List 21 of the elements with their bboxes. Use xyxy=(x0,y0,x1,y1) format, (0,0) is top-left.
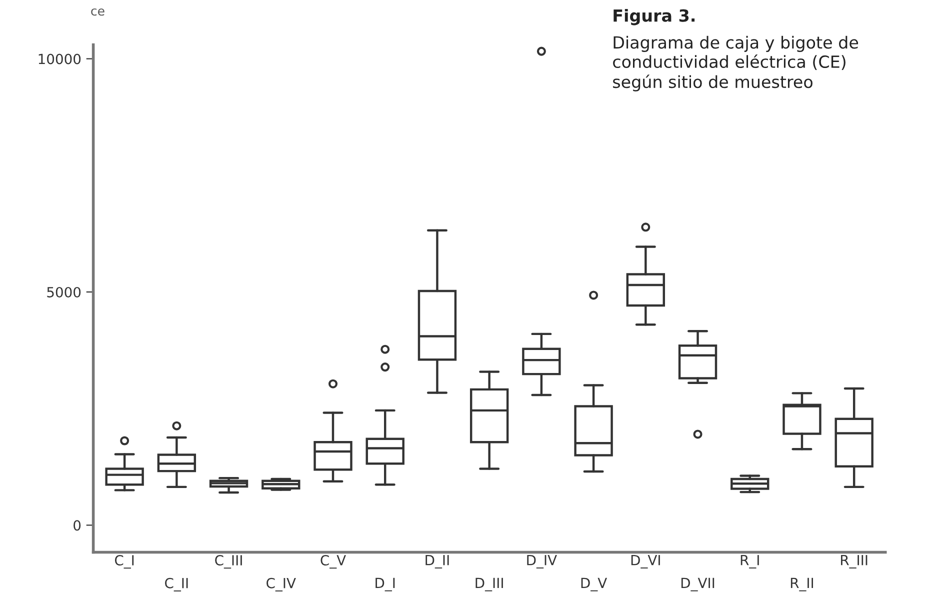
x-tick-label: D_I xyxy=(376,578,395,592)
y-tick-label: 10000 xyxy=(38,54,81,64)
y-tick-label: 5000 xyxy=(47,286,81,298)
y-tick-label: 0 xyxy=(74,520,81,531)
x-tick-label: R_I xyxy=(740,555,759,568)
text: Diagrama de caja y bigote de conductividad eléctrica (CE) según sitio de muestreo xyxy=(613,36,858,92)
x-tick-label: C_III xyxy=(215,555,242,569)
x-tick-label: C_I xyxy=(114,555,134,569)
x-tick-label: D_II xyxy=(426,555,449,568)
x-tick-label: D_VII xyxy=(681,578,714,592)
chart-title: Figura 3. xyxy=(614,8,695,26)
x-tick-label: C_IV xyxy=(266,578,296,592)
x-tick-label: C_V xyxy=(320,555,346,569)
x-tick-label: C_II xyxy=(165,578,188,592)
x-tick-label: D_VI xyxy=(631,555,660,568)
x-tick-label: D_III xyxy=(476,578,503,592)
x-tick-label: D_V xyxy=(581,578,607,592)
x-tick-label: D_IV xyxy=(527,555,557,568)
y-axis-title: ce xyxy=(91,8,104,16)
x-tick-label: R_III xyxy=(841,555,868,568)
x-tick-label: R_II xyxy=(790,578,814,592)
